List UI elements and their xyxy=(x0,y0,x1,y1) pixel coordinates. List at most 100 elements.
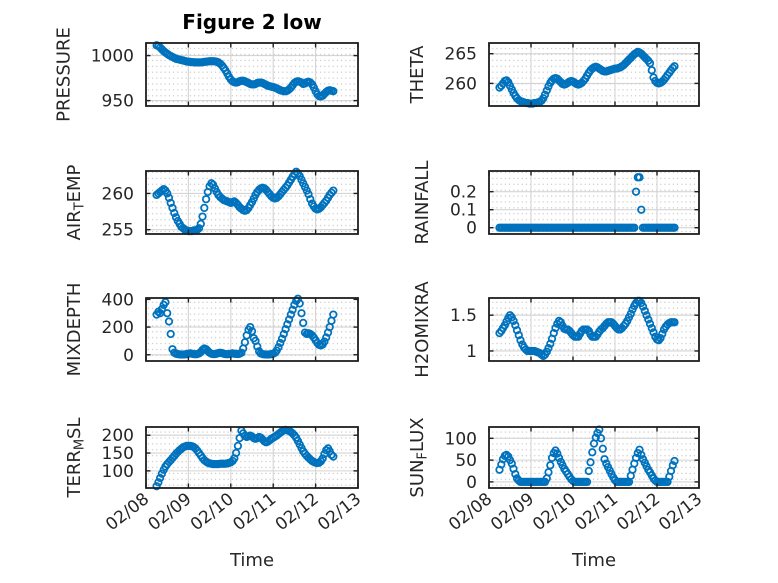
data-point xyxy=(645,59,655,68)
axes-box xyxy=(488,42,700,107)
y-tick-label: 100 xyxy=(445,429,477,449)
data-point xyxy=(645,319,655,328)
subplot-mixdepth: 0 200 400 MIXDEPTH xyxy=(64,283,359,377)
data-point xyxy=(157,304,167,314)
y-axis-label: PRESSURE xyxy=(53,27,74,122)
y-tick-label: 255 xyxy=(102,221,134,241)
x-tick-label: 02/11 xyxy=(229,489,280,535)
data-point xyxy=(596,434,606,443)
data-point xyxy=(631,187,641,196)
tick-marks xyxy=(488,427,700,488)
data-point xyxy=(588,448,597,457)
data-point xyxy=(231,448,241,458)
data-point xyxy=(288,305,297,314)
data-point xyxy=(647,66,656,75)
y-tick-label: 950 xyxy=(102,92,134,112)
data-point xyxy=(598,444,607,453)
data-point xyxy=(600,455,609,464)
x-axis-label-left: Time xyxy=(229,550,275,571)
x-tick-label: 02/08 xyxy=(102,489,153,535)
data-point xyxy=(318,454,327,463)
tick-marks xyxy=(145,298,359,361)
data-point xyxy=(329,452,338,461)
data-point xyxy=(163,309,172,318)
x-tick-label: 02/11 xyxy=(571,489,622,535)
y-tick-label: 1.5 xyxy=(450,306,477,326)
data-points xyxy=(152,294,338,359)
data-point xyxy=(542,86,551,95)
x-tick-label: 02/13 xyxy=(314,489,365,535)
data-point xyxy=(247,327,257,336)
data-point xyxy=(284,315,294,324)
data-point xyxy=(152,482,161,491)
data-point xyxy=(276,338,285,348)
y-tick-label: 0 xyxy=(466,219,477,239)
data-points xyxy=(152,41,338,101)
y-tick-label: 1 xyxy=(466,342,477,362)
axes-box xyxy=(488,170,700,235)
data-point xyxy=(670,456,679,466)
figure-title: Figure 2 low xyxy=(182,10,322,34)
data-points xyxy=(495,296,679,361)
data-point xyxy=(161,298,170,307)
x-tick-label: 02/12 xyxy=(613,489,664,535)
data-point xyxy=(320,337,329,346)
data-point xyxy=(582,477,592,487)
data-point xyxy=(591,433,600,442)
data-point xyxy=(647,323,656,333)
data-point xyxy=(297,309,306,318)
x-tick-label: 02/08 xyxy=(445,489,496,535)
subplot-h2omixra: 1 1.5 H2OMIXRA xyxy=(412,281,700,378)
y-axis-label: AIRTEMP xyxy=(64,164,88,240)
data-point xyxy=(201,195,211,204)
tick-marks xyxy=(488,171,700,234)
data-point xyxy=(286,310,296,319)
data-point xyxy=(274,343,283,352)
y-tick-label: 100 xyxy=(102,462,134,482)
data-point xyxy=(658,329,667,338)
data-point xyxy=(253,342,262,351)
data-point xyxy=(511,469,520,479)
data-point xyxy=(670,62,679,71)
data-point xyxy=(329,186,338,195)
data-points xyxy=(152,425,338,491)
data-point xyxy=(670,318,679,327)
data-point xyxy=(546,339,555,348)
subplot-pressure: 950 1000 PRESSURE xyxy=(53,27,359,122)
y-tick-label: 200 xyxy=(102,426,134,446)
data-point xyxy=(327,450,336,459)
data-point xyxy=(322,333,331,342)
data-point xyxy=(194,224,204,233)
data-point xyxy=(642,311,651,320)
data-point xyxy=(193,225,202,234)
data-point xyxy=(164,317,174,326)
subplot-theta: 260 265 THETA xyxy=(407,42,700,108)
data-points xyxy=(495,173,679,232)
data-points xyxy=(495,47,679,108)
data-point xyxy=(637,205,646,214)
data-point xyxy=(157,469,167,478)
data-point xyxy=(540,90,550,99)
data-point xyxy=(670,223,679,232)
data-point xyxy=(668,461,677,470)
x-tick-label: 02/12 xyxy=(272,489,323,535)
data-points xyxy=(152,167,338,236)
minor-grid xyxy=(490,172,698,233)
y-axis-label: MIXDEPTH xyxy=(64,283,85,377)
data-point xyxy=(155,473,165,483)
data-point xyxy=(626,309,635,318)
data-point xyxy=(170,208,179,218)
subplot-terrmsl: 100150200TERRMSL02/0802/0902/1002/1102/1… xyxy=(64,417,365,535)
x-tick-label: 02/10 xyxy=(529,489,580,535)
tick-marks xyxy=(488,298,700,361)
y-tick-label: 150 xyxy=(102,444,134,464)
subplot-airtemp: 255 260 AIRTEMP xyxy=(64,164,359,241)
data-point xyxy=(546,461,555,470)
x-tick-label: 02/09 xyxy=(487,489,538,535)
data-point xyxy=(154,478,163,487)
data-point xyxy=(509,316,518,326)
data-point xyxy=(514,331,523,340)
data-point xyxy=(584,466,593,476)
